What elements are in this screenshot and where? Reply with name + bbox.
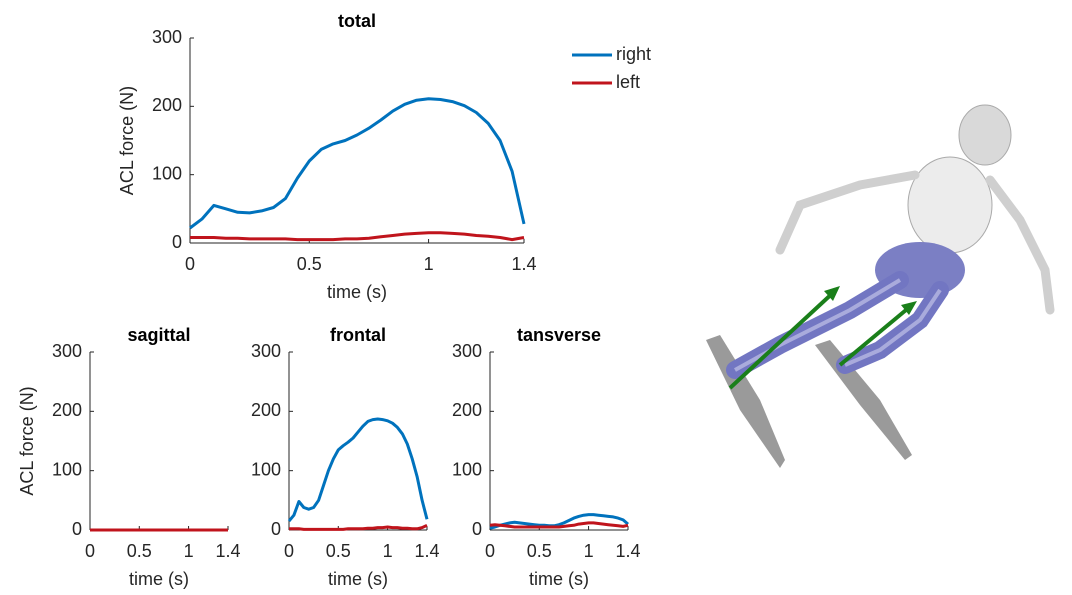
x-tick-label: 0: [485, 541, 495, 561]
skeleton-illustration: [706, 104, 1055, 468]
y-tick-label: 300: [152, 27, 182, 47]
x-axis-label: time (s): [327, 282, 387, 302]
x-tick-label: 1: [383, 541, 393, 561]
y-tick-label: 300: [251, 341, 281, 361]
y-tick-label: 200: [52, 400, 82, 420]
chart-title: frontal: [330, 325, 386, 345]
x-axis-label: time (s): [328, 569, 388, 589]
force-arrow: [728, 288, 838, 390]
y-tick-label: 0: [271, 519, 281, 539]
chart-title: tansverse: [517, 325, 601, 345]
y-tick-label: 100: [251, 459, 281, 479]
chart-title: total: [338, 11, 376, 31]
x-tick-label: 0: [185, 254, 195, 274]
x-tick-label: 0.5: [527, 541, 552, 561]
x-tick-label: 0: [284, 541, 294, 561]
y-tick-label: 100: [152, 163, 182, 183]
series-line: [489, 521, 629, 529]
series-line: [189, 97, 526, 230]
skull: [958, 104, 1012, 166]
x-tick-label: 1: [584, 541, 594, 561]
x-tick-label: 1: [424, 254, 434, 274]
x-tick-label: 0: [85, 541, 95, 561]
x-tick-label: 0.5: [127, 541, 152, 561]
y-tick-label: 0: [72, 519, 82, 539]
legend-label: left: [616, 72, 640, 92]
chart-title: sagittal: [127, 325, 190, 345]
x-tick-label: 0.5: [297, 254, 322, 274]
x-tick-label: 1.4: [414, 541, 439, 561]
arrow-head: [824, 286, 840, 301]
leg-bones: [734, 278, 942, 372]
ribcage: [907, 156, 993, 254]
x-tick-label: 1.4: [511, 254, 536, 274]
y-tick-label: 200: [152, 95, 182, 115]
ski: [706, 335, 785, 468]
series-line: [287, 417, 429, 523]
y-tick-label: 0: [472, 519, 482, 539]
y-tick-label: 300: [52, 341, 82, 361]
legend-label: right: [616, 44, 651, 64]
x-axis-label: time (s): [129, 569, 189, 589]
y-axis-label: ACL force (N): [17, 386, 37, 495]
series-line: [190, 231, 525, 242]
x-tick-label: 1.4: [215, 541, 240, 561]
y-tick-label: 0: [172, 232, 182, 252]
series-line: [289, 523, 428, 531]
y-tick-label: 100: [52, 459, 82, 479]
force-arrow: [838, 303, 914, 367]
x-tick-label: 0.5: [326, 541, 351, 561]
x-axis-label: time (s): [529, 569, 589, 589]
x-tick-label: 1: [184, 541, 194, 561]
arrow-head: [901, 301, 917, 315]
arms: [775, 170, 1055, 315]
y-tick-label: 300: [452, 341, 482, 361]
series-line: [489, 513, 629, 530]
x-tick-label: 1.4: [615, 541, 640, 561]
y-tick-label: 200: [452, 400, 482, 420]
y-axis-label: ACL force (N): [117, 86, 137, 195]
y-tick-label: 200: [251, 400, 281, 420]
y-tick-label: 100: [452, 459, 482, 479]
